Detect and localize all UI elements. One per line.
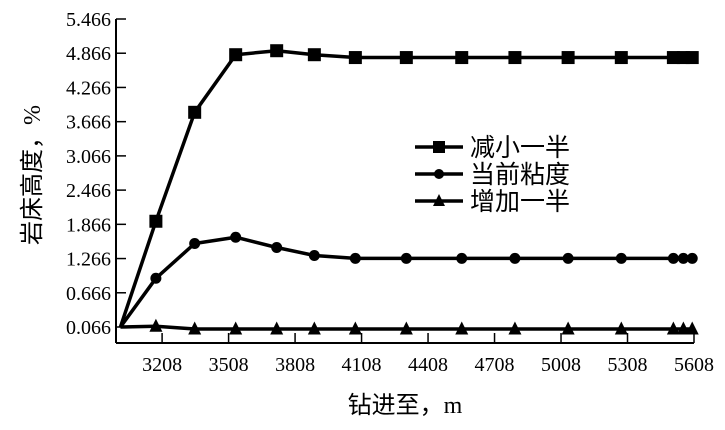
triangle-marker [149,318,163,332]
square-marker [307,48,321,62]
y-tick-label: 0.666 [66,283,111,305]
circle-marker [189,237,201,249]
circle-marker [677,252,689,264]
triangle-marker [433,194,445,206]
triangle-marker [508,321,522,335]
triangle-marker [685,321,699,335]
triangle-marker [676,321,690,335]
triangle-marker [188,321,202,335]
triangle-marker [348,321,362,335]
circle-marker [349,252,361,264]
triangle-marker [229,321,243,335]
triangle-marker [614,321,628,335]
y-tick-label: 2.466 [66,180,111,202]
x-tick-label: 4708 [475,354,515,376]
legend-label: 增加一半 [470,188,570,216]
series-triangle [120,318,699,335]
y-tick-label: 0.066 [66,317,111,339]
x-tick-label: 5308 [608,354,648,376]
square-marker [399,51,413,65]
x-tick-label: 4108 [342,354,382,376]
y-tick-label: 5.466 [66,9,111,31]
y-tick-label: 4.266 [66,77,111,99]
circle-marker [400,252,412,264]
y-tick-label: 4.866 [66,43,111,65]
triangle-marker [455,321,469,335]
square-marker [149,214,163,228]
x-tick-label: 3808 [275,354,315,376]
legend-label: 当前粘度 [470,161,570,189]
triangle-marker [307,321,321,335]
series-group [118,44,699,335]
square-marker [188,105,202,119]
square-marker [455,51,469,65]
square-marker [348,51,362,65]
square-marker [433,141,445,153]
circle-marker [308,249,320,261]
axes: 0.066 0.666 1.266 1.866 2.466 3.066 3.666 4.266… [66,9,714,376]
y-tick-label: 3.066 [66,146,111,168]
circle-marker [456,252,468,264]
circle-marker [686,252,698,264]
legend-label: 减小一半 [470,134,570,162]
circle-marker [509,252,521,264]
y-tick-label: 3.666 [66,112,111,134]
circle-marker [615,252,627,264]
square-marker [561,51,575,65]
legend-item: 减小一半 [415,134,570,162]
triangle-marker [561,321,575,335]
series-line [119,235,693,329]
legend-item: 增加一半 [415,188,570,216]
square-marker [229,48,243,62]
x-tick-label: 4408 [408,354,448,376]
y-tick-label: 1.866 [66,214,111,236]
circle-marker [271,241,283,253]
x-axis-label: 钻进至，m [348,392,463,419]
triangle-marker [270,321,284,335]
square-marker [614,51,628,65]
legend-item: 当前粘度 [415,161,570,189]
square-marker [508,51,522,65]
series-circle [119,231,698,329]
y-tick-label: 1.266 [66,249,111,271]
series-square [118,44,699,328]
x-tick-label: 5608 [674,354,714,376]
square-marker [666,51,680,65]
square-marker [270,44,284,58]
circle-marker [434,169,444,179]
x-tick-label: 3208 [142,354,182,376]
circle-marker [230,231,242,243]
series-line [118,48,693,328]
x-tick-label: 3508 [209,354,249,376]
triangle-marker [399,321,413,335]
x-tick-label: 5008 [541,354,581,376]
triangle-marker [666,321,680,335]
square-marker [685,51,699,65]
circle-marker [150,272,162,284]
circle-marker [667,252,679,264]
circle-marker [562,252,574,264]
y-axis-label: 岩床高度，% [19,105,46,245]
